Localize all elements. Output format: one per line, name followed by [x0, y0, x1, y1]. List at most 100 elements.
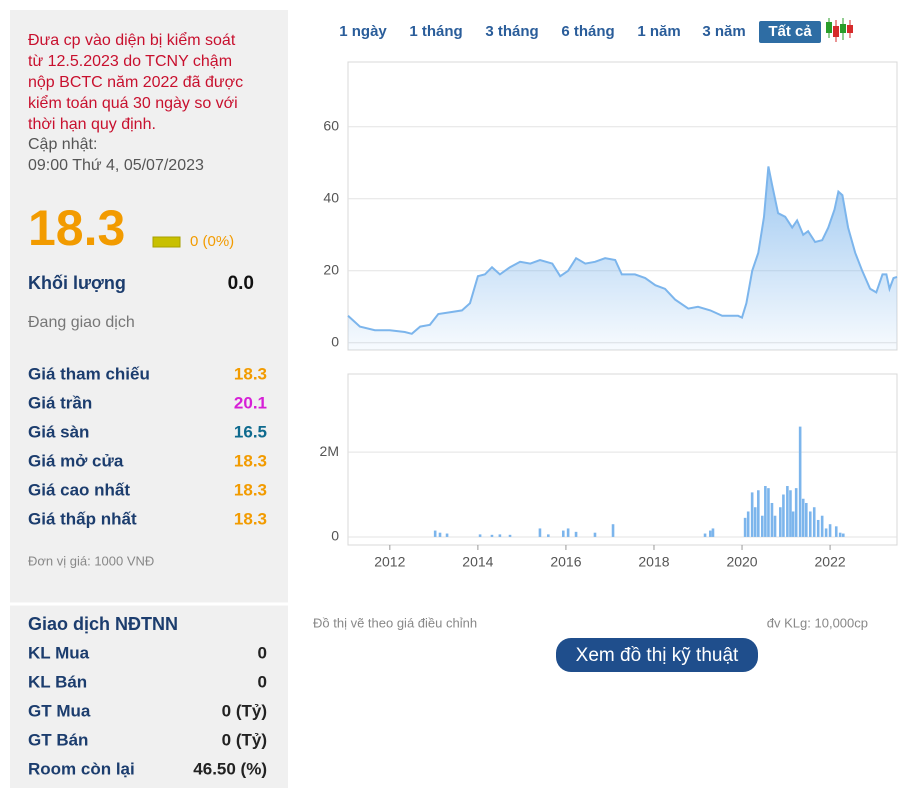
price: 18.3: [28, 200, 125, 256]
x-tick-label: 2020: [726, 554, 757, 570]
price-row-label: Giá trần: [28, 393, 92, 412]
volume-bar: [490, 534, 494, 537]
volume-bar: [767, 488, 770, 537]
volume-bar: [566, 528, 570, 537]
volume-bar: [782, 494, 785, 537]
foreign-row-label: Room còn lại: [28, 759, 135, 778]
update-label: Cập nhật:: [28, 136, 97, 153]
volume-unit-note: đv KLg: 10,000cp: [767, 615, 868, 630]
foreign-row-label: GT Bán: [28, 730, 88, 749]
volume-bar: [508, 534, 512, 537]
x-tick-label: 2022: [815, 554, 846, 570]
price-row-label: Giá sàn: [28, 422, 89, 441]
volume-bar: [433, 530, 437, 537]
unit-note: Đơn vị giá: 1000 VNĐ: [28, 553, 154, 568]
volume-bar: [805, 502, 808, 537]
volume-bar: [794, 488, 798, 537]
notice-line: nộp BCTC năm 2022 đã được: [28, 74, 243, 91]
y-tick-label: 40: [323, 190, 339, 206]
foreign-row-value: 46.50 (%): [193, 759, 267, 778]
candle-icon: [826, 18, 853, 42]
foreign-row-label: GT Mua: [28, 701, 91, 720]
volume-bar: [841, 533, 845, 537]
volume-bar: [743, 517, 747, 537]
x-tick-label: 2018: [638, 554, 669, 570]
price-row-value: 18.3: [234, 480, 267, 499]
technical-chart-button[interactable]: [556, 638, 758, 672]
volume-bar: [709, 530, 712, 537]
x-tick-label: 2012: [374, 554, 405, 570]
foreign-row-value: 0 (Tỷ): [222, 701, 267, 720]
volume-bar: [753, 507, 757, 537]
volume-bar: [801, 498, 805, 537]
volume-bar: [757, 490, 760, 537]
tab[interactable]: 3 tháng: [485, 23, 538, 40]
tab[interactable]: 1 tháng: [409, 23, 462, 40]
volume-bar: [746, 511, 750, 537]
volume-bar: [773, 515, 777, 537]
volume-bar: [703, 533, 707, 537]
tab[interactable]: 1 ngày: [339, 23, 387, 40]
foreign-row-label: KL Mua: [28, 643, 90, 662]
volume-bar: [816, 519, 820, 537]
volume-bar: [838, 532, 842, 537]
y-tick-label: 20: [323, 262, 339, 278]
change: 0 (0%): [190, 233, 234, 250]
price-area: [348, 166, 897, 350]
tab-selected-bg[interactable]: [759, 21, 821, 43]
tab[interactable]: Tất cả: [768, 23, 812, 40]
volume-bar: [438, 532, 442, 537]
volume-bar: [561, 530, 565, 537]
volume-bar: [791, 511, 795, 537]
volume-bar: [498, 534, 502, 537]
price-row-label: Giá tham chiếu: [28, 364, 150, 383]
notice-line: kiểm toán quá 30 ngày so với: [28, 94, 238, 112]
price-row-value: 20.1: [234, 393, 267, 412]
y-tick-label: 60: [323, 118, 339, 134]
foreign-row-value: 0 (Tỷ): [222, 730, 267, 749]
volume-bar: [538, 528, 542, 537]
volume-bar: [478, 534, 482, 537]
y-tick-label: 0: [331, 528, 339, 544]
volume-bar: [760, 515, 764, 537]
y-tick-label: 0: [331, 334, 339, 350]
foreign-row-value: 0: [258, 672, 267, 691]
technical-chart-button-label[interactable]: Xem đồ thị kỹ thuật: [576, 645, 739, 666]
tab[interactable]: 6 tháng: [561, 23, 614, 40]
volume-bar: [820, 515, 824, 537]
volume-bar: [593, 532, 597, 537]
volume-bar: [750, 492, 754, 537]
price-line: [347, 166, 898, 335]
volume-bar: [824, 528, 828, 537]
volume-bar: [808, 511, 812, 537]
tab[interactable]: 1 năm: [637, 23, 680, 40]
price-row-value: 18.3: [234, 451, 267, 470]
volume-bar: [764, 486, 767, 537]
price-row-label: Giá thấp nhất: [28, 509, 137, 528]
y-tick-label: 2M: [320, 443, 339, 459]
status: Đang giao dịch: [28, 314, 135, 331]
volume-bar: [779, 507, 782, 537]
volume-bar: [711, 528, 715, 537]
volume-bar: [445, 533, 449, 537]
price-row-value: 18.3: [234, 364, 267, 383]
update-time: 09:00 Thứ 4, 05/07/2023: [28, 157, 204, 174]
chart-note: Đồ thị vẽ theo giá điều chỉnh: [313, 615, 477, 630]
change-icon: [152, 236, 181, 248]
plot-frame: [347, 373, 898, 546]
price-row-value: 18.3: [234, 509, 267, 528]
foreign-title: Giao dịch NĐTNN: [28, 614, 178, 634]
volume-bar: [611, 524, 615, 537]
volume-bar: [798, 426, 802, 537]
volume-bar: [834, 526, 838, 537]
x-tick-label: 2014: [462, 554, 493, 570]
foreign-row-label: KL Bán: [28, 672, 87, 691]
volume-value: 0.0: [228, 273, 254, 294]
price-row-label: Giá mở cửa: [28, 451, 124, 470]
notice-line: từ 12.5.2023 do TCNY chậm: [28, 53, 232, 70]
tab[interactable]: 3 năm: [702, 23, 745, 40]
info-panel: [10, 10, 288, 788]
volume-bar: [812, 507, 816, 537]
volume-bar: [547, 534, 550, 537]
